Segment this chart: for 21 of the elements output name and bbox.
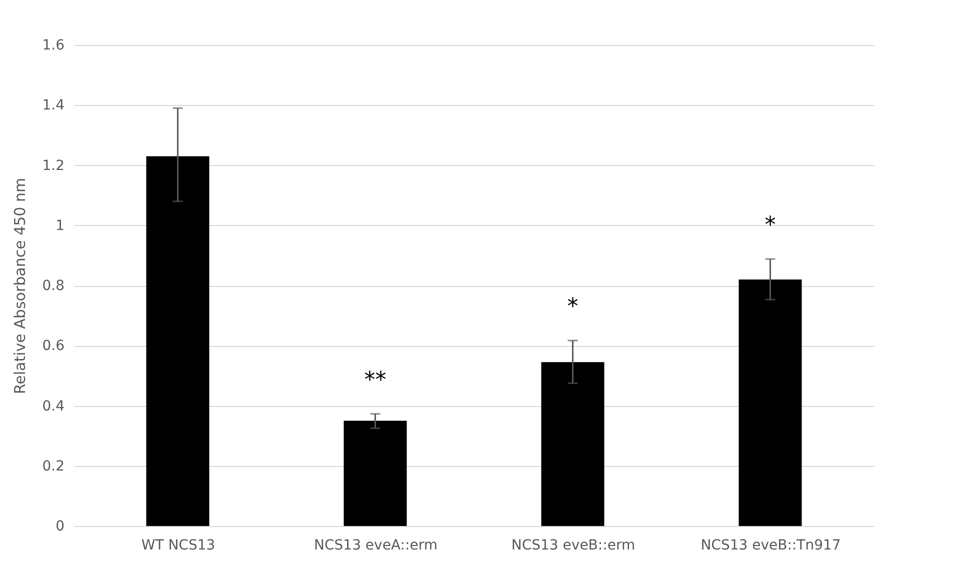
x-tick-label: NCS13 eveA::erm xyxy=(314,538,438,554)
y-tick-label: 0.6 xyxy=(42,338,65,354)
x-tick-label: NCS13 eveB::erm xyxy=(511,538,636,554)
annotation: * xyxy=(764,213,776,238)
bar xyxy=(344,420,407,526)
annotation: * xyxy=(567,294,578,320)
y-tick-label: 0 xyxy=(56,518,64,534)
y-tick-label: 1.6 xyxy=(42,38,65,54)
y-tick-label: 0.2 xyxy=(42,458,64,474)
x-tick-label: WT NCS13 xyxy=(141,538,216,554)
y-tick-label: 1.2 xyxy=(42,158,64,174)
bar xyxy=(541,362,604,526)
annotation: ** xyxy=(364,368,386,393)
x-tick-label: NCS13 eveB::Tn917 xyxy=(700,538,841,554)
bar xyxy=(738,279,802,526)
bar xyxy=(146,156,210,526)
y-tick-label: 0.8 xyxy=(42,278,64,294)
y-tick-label: 0.4 xyxy=(42,398,65,414)
y-tick-label: 1.4 xyxy=(42,98,65,114)
y-tick-label: 1 xyxy=(56,218,64,234)
y-axis-title: Relative Absorbance 450 nm xyxy=(11,178,30,394)
